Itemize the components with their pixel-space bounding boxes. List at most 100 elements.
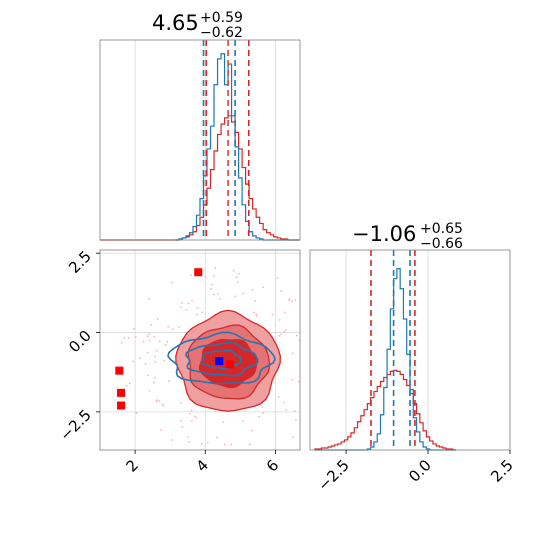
scatter-sample-point (200, 442, 203, 445)
scatter-sample-point (291, 378, 294, 381)
scatter-sample-point (210, 288, 212, 290)
scatter-sample-point (185, 308, 188, 311)
scatter-sample-point (212, 293, 215, 296)
scatter-blue-contour (167, 331, 276, 385)
scatter-sample-point (223, 443, 226, 446)
scatter-sample-point (206, 441, 209, 444)
scatter-sample-point (193, 415, 196, 418)
y-hist-x-tick-label: −2.5 (314, 456, 352, 494)
y-title-median: −1.06 (352, 222, 416, 246)
scatter-sample-point (120, 341, 123, 344)
blue-square-marker (215, 357, 224, 366)
scatter-sample-point (167, 326, 170, 328)
scatter-sample-point (181, 302, 183, 304)
scatter-sample-point (285, 329, 287, 332)
scatter-sample-point (262, 412, 265, 414)
scatter-sample-point (283, 330, 286, 333)
scatter-sample-point (148, 339, 151, 342)
scatter-sample-point (161, 403, 164, 406)
scatter-sample-point (180, 419, 183, 422)
scatter-sample-point (292, 436, 294, 439)
scatter-sample-point (278, 318, 281, 321)
scatter-sample-point (154, 355, 156, 358)
scatter-sample-point (251, 288, 254, 291)
scatter-sample-point (295, 334, 298, 337)
scatter-sample-point (178, 326, 181, 329)
scatter-sample-point (156, 317, 159, 320)
x-hist-red-series (175, 115, 299, 241)
scatter-sample-point (187, 436, 190, 438)
scatter-sample-point (144, 362, 147, 365)
scatter-sample-point (261, 406, 264, 409)
scatter-x-tick-label: 4 (193, 456, 212, 475)
x-histogram-panel: 4.65 +0.59 −0.62 (99, 10, 301, 241)
scatter-sample-point (201, 311, 204, 314)
scatter-sample-point (133, 327, 135, 330)
scatter-sample-point (230, 443, 233, 446)
scatter-sample-point (147, 297, 150, 300)
scatter-sample-point (232, 269, 235, 272)
scatter-sample-point (181, 426, 184, 428)
scatter-sample-point (127, 336, 130, 339)
scatter-sample-point (139, 357, 141, 359)
scatter-sample-point (191, 299, 193, 302)
scatter-sample-point (146, 351, 149, 354)
scatter-sample-point (251, 429, 253, 432)
scatter-sample-point (236, 281, 239, 284)
x-title-median: 4.65 (152, 11, 199, 35)
scatter-sample-point (237, 272, 240, 275)
scatter-sample-point (150, 324, 153, 326)
scatter-sample-point (148, 333, 151, 336)
scatter-sample-point (163, 359, 166, 362)
scatter-sample-point (134, 335, 137, 338)
scatter-sample-point (155, 400, 158, 403)
scatter-sample-point (146, 335, 149, 338)
red-square-marker (117, 401, 126, 410)
y-title-plus: +0.65 (420, 221, 463, 237)
scatter-sample-point (125, 384, 128, 387)
scatter-sample-point (189, 412, 191, 415)
red-square-marker (115, 366, 124, 375)
scatter-sample-point (279, 333, 282, 336)
scatter-sample-point (291, 352, 294, 355)
scatter-sample-point (195, 416, 198, 419)
scatter-sample-point (162, 404, 165, 407)
scatter-sample-point (170, 281, 173, 284)
scatter-sample-point (164, 344, 167, 346)
x-hist-blue-series (175, 53, 299, 241)
scatter-sample-point (213, 275, 215, 278)
scatter-sample-point (278, 334, 281, 337)
scatter-sample-point (222, 421, 225, 424)
scatter-sample-point (210, 283, 213, 286)
scatter-sample-point (214, 267, 217, 269)
scatter-sample-point (254, 300, 257, 302)
scatter-sample-point (255, 315, 258, 318)
scatter-panel: 2 4 6 2.5 0.0 −2.5 (56, 247, 301, 476)
scatter-sample-point (154, 376, 157, 379)
scatter-sample-point (258, 415, 261, 418)
scatter-sample-point (146, 374, 149, 377)
scatter-sample-point (166, 340, 169, 343)
scatter-sample-point (188, 440, 191, 443)
scatter-sample-point (180, 402, 182, 405)
scatter-sample-point (291, 300, 294, 303)
scatter-sample-point (242, 419, 244, 422)
scatter-sample-point (255, 313, 258, 316)
y-hist-red-series (314, 369, 456, 451)
scatter-sample-point (285, 409, 288, 411)
scatter-sample-point (204, 276, 207, 278)
scatter-sample-point (276, 277, 279, 279)
scatter-x-tick-label: 6 (263, 456, 282, 475)
scatter-x-tick-label: 2 (122, 456, 141, 475)
scatter-sample-point (242, 292, 245, 295)
y-hist-x-tick-label: 2.5 (487, 456, 517, 486)
y-hist-blue-series (314, 268, 456, 451)
scatter-sample-point (179, 306, 182, 309)
red-square-marker (117, 388, 126, 397)
scatter-sample-point (219, 297, 221, 300)
scatter-sample-point (284, 311, 286, 314)
scatter-sample-point (196, 306, 199, 309)
scatter-y-tick-label: 0.0 (65, 327, 95, 357)
scatter-sample-point (297, 380, 300, 383)
scatter-sample-point (187, 302, 190, 305)
